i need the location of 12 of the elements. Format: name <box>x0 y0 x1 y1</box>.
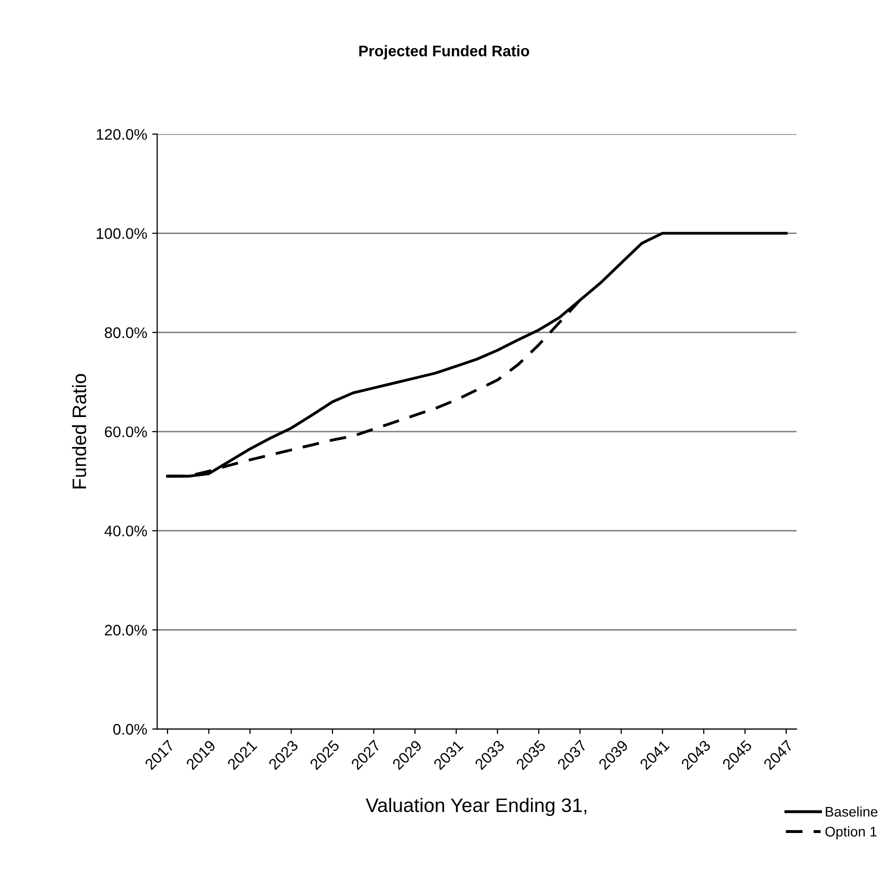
y-tick-label: 0.0% <box>113 724 147 735</box>
y-tick-label: 80.0% <box>104 327 147 338</box>
x-axis-title: Valuation Year Ending 31, <box>366 798 586 816</box>
legend-label: Option 1 <box>825 826 877 840</box>
y-tick-label: 60.0% <box>104 426 147 438</box>
legend-label: Baseline <box>826 806 878 817</box>
y-tick-label: 120.0% <box>96 129 147 140</box>
y-tick-label: 100.0% <box>96 228 147 239</box>
chart-title: Projected Funded Ratio <box>359 45 530 60</box>
y-axis-title: Funded Ratio <box>72 374 86 488</box>
y-tick-label: 20.0% <box>104 624 147 636</box>
y-tick-label: 40.0% <box>104 526 147 536</box>
